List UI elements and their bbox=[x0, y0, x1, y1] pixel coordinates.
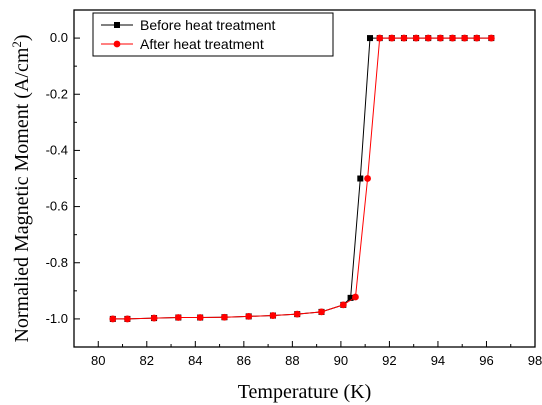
x-axis-ticks: 80 82 84 86 88 90 92 94 96 98 bbox=[73, 341, 542, 368]
series-line bbox=[112, 37, 492, 320]
series-line bbox=[112, 37, 492, 320]
data-point bbox=[123, 315, 131, 323]
data-point bbox=[487, 34, 495, 42]
y-tick-label: -0.8 bbox=[46, 255, 68, 270]
data-point bbox=[376, 34, 384, 42]
legend-box bbox=[92, 12, 334, 57]
y-axis-title-close: ) bbox=[11, 34, 33, 41]
data-point bbox=[449, 34, 456, 42]
data-point bbox=[367, 35, 374, 42]
x-tick-label: 92 bbox=[382, 353, 396, 368]
legend-label: After heat treatment bbox=[140, 36, 264, 52]
series-2 bbox=[109, 34, 495, 323]
series-1 bbox=[109, 35, 495, 322]
y-tick-label: -0.2 bbox=[46, 86, 68, 101]
data-point bbox=[424, 34, 432, 42]
x-axis-title: Temperature (K) bbox=[238, 381, 372, 403]
data-point bbox=[461, 34, 469, 42]
data-point bbox=[293, 310, 301, 318]
data-point bbox=[150, 314, 158, 322]
data-point bbox=[352, 293, 359, 301]
data-point bbox=[473, 34, 481, 42]
y-axis-title-main: Normalied Magnetic Moment (A/cm bbox=[11, 47, 33, 342]
data-point bbox=[174, 314, 182, 321]
data-point bbox=[339, 301, 347, 309]
legend-entry: After heat treatment bbox=[101, 36, 264, 52]
x-tick-label: 88 bbox=[285, 353, 299, 368]
x-tick-label: 90 bbox=[334, 353, 348, 368]
data-point bbox=[436, 34, 444, 42]
x-tick-label: 94 bbox=[431, 353, 445, 368]
legend: Before heat treatment After heat treatmen… bbox=[92, 12, 334, 57]
plot-border bbox=[73, 9, 536, 348]
data-point bbox=[357, 175, 364, 182]
y-axis-ticks: 0.0 -0.2 -0.4 -0.6 -0.8 -1.0 bbox=[46, 9, 80, 348]
data-point bbox=[196, 314, 204, 321]
data-point bbox=[347, 294, 354, 301]
y-axis-title: Normalied Magnetic Moment (A/cm2) bbox=[9, 34, 34, 342]
data-point bbox=[364, 175, 371, 182]
legend-marker bbox=[114, 22, 120, 28]
legend-label: Before heat treatment bbox=[140, 17, 276, 33]
x-tick-label: 80 bbox=[91, 353, 105, 368]
data-point bbox=[412, 34, 420, 42]
y-axis-title-superscript: 2 bbox=[9, 41, 24, 48]
series-layer bbox=[109, 34, 495, 323]
y-tick-label: -0.6 bbox=[46, 199, 68, 214]
legend-marker bbox=[113, 40, 121, 48]
plot-frame bbox=[73, 9, 536, 348]
legend-entry: Before heat treatment bbox=[101, 17, 276, 33]
y-tick-label: 0.0 bbox=[50, 30, 68, 45]
y-tick-label: -1.0 bbox=[46, 311, 68, 326]
x-tick-label: 96 bbox=[479, 353, 493, 368]
data-point bbox=[109, 315, 117, 323]
x-tick-label: 84 bbox=[188, 353, 202, 368]
x-tick-label: 98 bbox=[528, 353, 542, 368]
data-point bbox=[388, 34, 396, 42]
data-point bbox=[221, 313, 228, 321]
data-point bbox=[318, 308, 325, 316]
data-point bbox=[269, 312, 277, 319]
x-tick-label: 82 bbox=[140, 353, 154, 368]
data-point bbox=[400, 34, 408, 42]
x-tick-label: 86 bbox=[237, 353, 251, 368]
y-tick-label: -0.4 bbox=[46, 142, 68, 157]
data-point bbox=[245, 312, 253, 320]
